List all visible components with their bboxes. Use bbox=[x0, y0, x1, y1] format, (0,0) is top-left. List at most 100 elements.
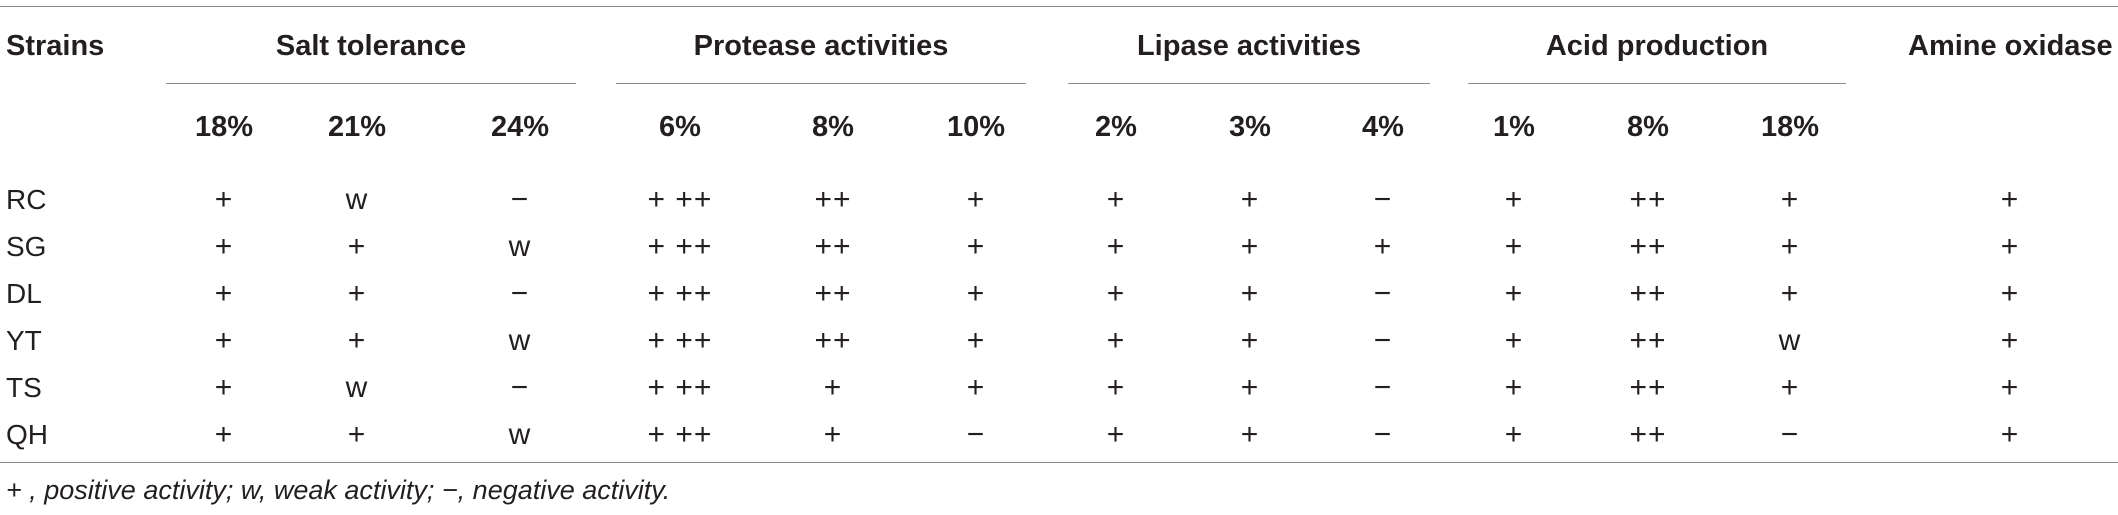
table-row: DL + + − + ++ ++ + + + − + ++ + + bbox=[0, 270, 2118, 317]
value-cell: + bbox=[966, 277, 986, 310]
value-cell: + bbox=[1504, 371, 1524, 404]
value-cell: + bbox=[1780, 230, 1800, 263]
value-cell: + bbox=[2000, 418, 2020, 451]
sub-header-acid-18: 18% bbox=[1760, 111, 1820, 143]
value-cell: + bbox=[823, 371, 843, 404]
value-cell: + bbox=[1106, 230, 1126, 263]
value-cell: ++ bbox=[1629, 230, 1667, 263]
amine-oxidase-header: Amine oxidase bbox=[1908, 30, 2113, 62]
strain-cell: TS bbox=[6, 372, 42, 403]
sub-header-acid-8: 8% bbox=[1627, 111, 1669, 143]
value-cell: − bbox=[1373, 371, 1393, 404]
value-cell: + bbox=[1504, 324, 1524, 357]
value-cell: + bbox=[1504, 230, 1524, 263]
table-row: RC + w − + ++ ++ + + + − + ++ + + bbox=[0, 176, 2118, 223]
value-cell: + bbox=[2000, 230, 2020, 263]
value-cell: − bbox=[1373, 183, 1393, 216]
value-cell: − bbox=[1780, 418, 1800, 451]
value-cell: ++ bbox=[1629, 277, 1667, 310]
value-cell: + bbox=[1373, 230, 1393, 263]
value-cell: − bbox=[966, 418, 986, 451]
sub-header-salt-21: 21% bbox=[327, 111, 387, 143]
value-cell: ++ bbox=[1629, 418, 1667, 451]
value-cell: + bbox=[1106, 418, 1126, 451]
sub-header-protease-10: 10% bbox=[946, 111, 1006, 143]
value-cell: + bbox=[966, 230, 986, 263]
sub-header-salt-24: 24% bbox=[490, 111, 550, 143]
value-cell: + bbox=[214, 183, 234, 216]
value-cell: + bbox=[1106, 183, 1126, 216]
value-cell: − bbox=[1373, 324, 1393, 357]
strain-cell: RC bbox=[6, 184, 47, 215]
value-cell: − bbox=[510, 277, 530, 310]
table-footnote: + , positive activity; w, weak activity;… bbox=[6, 475, 671, 505]
value-cell: + bbox=[1240, 277, 1260, 310]
value-cell: + bbox=[1504, 183, 1524, 216]
value-cell: − bbox=[1373, 418, 1393, 451]
value-cell: w bbox=[1778, 324, 1802, 357]
sub-header-salt-18: 18% bbox=[194, 111, 254, 143]
value-cell: + bbox=[1504, 277, 1524, 310]
salt-tolerance-header: Salt tolerance bbox=[275, 30, 467, 62]
table-row: SG + + w + ++ ++ + + + + + ++ + + bbox=[0, 223, 2118, 270]
value-cell: − bbox=[510, 371, 530, 404]
table-bottom-rule bbox=[0, 462, 2118, 463]
sub-header-protease-8: 8% bbox=[812, 111, 854, 143]
value-cell: + bbox=[1504, 418, 1524, 451]
value-cell: + bbox=[2000, 277, 2020, 310]
sub-header-acid-1: 1% bbox=[1493, 111, 1535, 143]
value-cell: + bbox=[2000, 371, 2020, 404]
value-cell: w bbox=[508, 418, 532, 451]
lipase-activities-header: Lipase activities bbox=[1136, 30, 1362, 62]
value-cell: + bbox=[966, 324, 986, 357]
protease-activities-header: Protease activities bbox=[693, 30, 949, 62]
value-cell: + bbox=[1240, 324, 1260, 357]
value-cell: + bbox=[1240, 183, 1260, 216]
table-row: QH + + w + ++ + − + + − + ++ − + bbox=[0, 411, 2118, 458]
value-cell: w bbox=[508, 230, 532, 263]
value-cell: ++ bbox=[814, 230, 852, 263]
value-cell: + bbox=[214, 371, 234, 404]
value-cell: + bbox=[214, 230, 234, 263]
value-cell: + ++ bbox=[647, 230, 713, 263]
value-cell: + bbox=[966, 371, 986, 404]
strain-cell: DL bbox=[6, 278, 42, 309]
table-top-rule bbox=[0, 6, 2118, 7]
value-cell: + ++ bbox=[647, 418, 713, 451]
value-cell: + bbox=[347, 230, 367, 263]
sub-header-protease-6: 6% bbox=[659, 111, 701, 143]
strain-cell: YT bbox=[6, 325, 42, 356]
value-cell: + bbox=[2000, 183, 2020, 216]
value-cell: + bbox=[214, 277, 234, 310]
value-cell: + bbox=[966, 183, 986, 216]
value-cell: ++ bbox=[1629, 371, 1667, 404]
lipase-activities-rule bbox=[1068, 83, 1430, 84]
value-cell: − bbox=[510, 183, 530, 216]
value-cell: + bbox=[214, 418, 234, 451]
value-cell: + ++ bbox=[647, 324, 713, 357]
value-cell: + ++ bbox=[647, 371, 713, 404]
value-cell: w bbox=[345, 371, 369, 404]
value-cell: + bbox=[823, 418, 843, 451]
value-cell: + bbox=[2000, 324, 2020, 357]
protease-activities-rule bbox=[616, 83, 1026, 84]
salt-tolerance-rule bbox=[166, 83, 576, 84]
value-cell: w bbox=[508, 324, 532, 357]
value-cell: ++ bbox=[814, 324, 852, 357]
strains-header: Strains bbox=[6, 30, 105, 62]
value-cell: w bbox=[345, 183, 369, 216]
value-cell: ++ bbox=[814, 183, 852, 216]
sub-header-lipase-2: 2% bbox=[1095, 111, 1137, 143]
value-cell: + bbox=[1780, 183, 1800, 216]
value-cell: + bbox=[1240, 418, 1260, 451]
value-cell: ++ bbox=[1629, 324, 1667, 357]
value-cell: + bbox=[347, 324, 367, 357]
acid-production-rule bbox=[1468, 83, 1846, 84]
value-cell: + bbox=[1240, 371, 1260, 404]
acid-production-header: Acid production bbox=[1545, 30, 1769, 62]
sub-header-lipase-4: 4% bbox=[1362, 111, 1404, 143]
value-cell: ++ bbox=[1629, 183, 1667, 216]
value-cell: + bbox=[1780, 277, 1800, 310]
value-cell: + bbox=[1780, 371, 1800, 404]
table-row: TS + w − + ++ + + + + − + ++ + + bbox=[0, 364, 2118, 411]
